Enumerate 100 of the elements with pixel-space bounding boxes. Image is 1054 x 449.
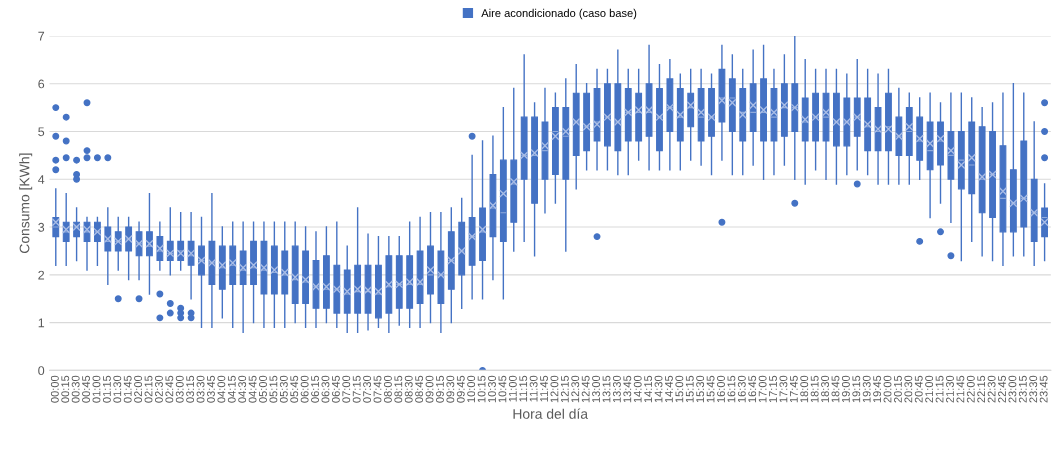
x-tick-label: 05:45: [290, 375, 299, 403]
x-tick-label: 00:30: [71, 375, 80, 403]
y-tick-label: 2: [38, 270, 45, 280]
x-tick-label: 09:15: [436, 375, 444, 403]
x-tick-label: 20:15: [893, 375, 902, 403]
x-tick-label: 20:30: [904, 375, 913, 403]
x-tick-label: 03:00: [175, 375, 184, 403]
y-axis-title: Consumo [KWh]: [19, 153, 33, 254]
x-tick-label: 20:00: [883, 375, 892, 403]
x-tick-label: 23:00: [1008, 375, 1017, 403]
x-tick-label: 13:30: [612, 375, 621, 403]
x-tick-label: 04:30: [238, 375, 247, 403]
x-tick-label: 02:15: [144, 375, 153, 403]
x-tick-label: 00:15: [61, 375, 70, 403]
x-tick-label: 21:30: [946, 375, 954, 403]
x-tick-label: 22:00: [966, 375, 975, 403]
y-tick-label: 5: [38, 127, 45, 137]
x-tick-label: 07:00: [342, 375, 351, 403]
x-tick-label: 02:45: [165, 375, 174, 403]
x-tick-label: 10:45: [498, 375, 507, 403]
x-tick-label: 16:15: [727, 375, 736, 403]
x-tick-label: 18:30: [821, 375, 829, 403]
x-tick-label: 02:00: [134, 375, 143, 403]
x-tick-label: 14:30: [654, 375, 663, 403]
x-tick-label: 02:30: [154, 375, 163, 403]
x-tick-label: 16:30: [737, 375, 746, 403]
x-tick-label: 20:45: [914, 375, 923, 403]
x-tick-label: 15:45: [706, 375, 715, 403]
x-axis-title: Hora del día: [513, 408, 589, 419]
x-tick-label: 18:00: [800, 375, 809, 403]
x-tick-label: 13:15: [602, 375, 611, 403]
x-tick-label: 19:15: [852, 375, 861, 403]
x-tick-label: 11:00: [508, 375, 517, 402]
x-tick-label: 11:30: [529, 375, 538, 402]
x-tick-label: 07:30: [363, 375, 372, 403]
x-tick-label: 12:15: [560, 375, 569, 403]
x-tick-label: 18:15: [810, 375, 819, 403]
x-tick-label: 10:30: [488, 375, 496, 403]
legend-label: Aire acondicionado (caso base): [481, 8, 637, 20]
x-tick-label: 08:45: [415, 375, 424, 403]
x-tick-label: 19:45: [873, 375, 882, 403]
y-tick-label: 0: [38, 366, 45, 376]
x-tick-label: 17:45: [790, 375, 798, 403]
y-tick-label: 6: [38, 79, 45, 89]
x-tick-label: 05:15: [269, 375, 278, 403]
x-tick-label: 06:30: [321, 375, 330, 403]
x-tick-label: 22:15: [977, 375, 986, 403]
x-tick-label: 05:00: [259, 375, 267, 403]
x-tick-label: 14:00: [633, 375, 642, 403]
x-tick-label: 05:30: [279, 375, 288, 403]
x-tick-label: 06:15: [311, 375, 319, 403]
y-tick-label: 7: [38, 31, 45, 41]
x-tick-label: 23:15: [1018, 375, 1027, 403]
x-tick-label: 07:45: [373, 375, 382, 403]
y-tick-label: 1: [38, 318, 45, 328]
x-tick-label: 04:00: [217, 375, 226, 403]
x-tick-label: 21:00: [925, 375, 934, 403]
y-tick-label: 4: [38, 175, 45, 184]
y-tick-label: 3: [38, 222, 45, 232]
x-tick-label: 03:30: [196, 375, 205, 403]
x-tick-label: 01:30: [113, 375, 122, 403]
x-tick-label: 10:00: [467, 375, 476, 403]
x-tick-label: 11:45: [540, 375, 548, 402]
x-tick-label: 06:00: [300, 375, 309, 403]
x-tick-label: 22:45: [998, 375, 1006, 403]
x-tick-label: 09:30: [446, 375, 455, 403]
x-tick-label: 13:00: [592, 375, 601, 403]
x-tick-label: 17:30: [779, 375, 788, 403]
x-tick-label: 09:45: [456, 375, 465, 403]
x-tick-label: 08:30: [404, 375, 413, 403]
x-tick-label: 00:45: [82, 375, 90, 403]
x-tick-label: 15:00: [675, 375, 684, 403]
x-tick-label: 03:45: [207, 375, 215, 403]
x-tick-label: 04:45: [248, 375, 257, 403]
x-tick-label: 16:45: [748, 375, 757, 403]
x-tick-label: 16:00: [717, 375, 725, 403]
x-tick-label: 12:45: [581, 375, 590, 403]
x-tick-label: 15:15: [685, 375, 694, 403]
x-tick-label: 19:30: [862, 375, 871, 403]
x-tick-label: 08:00: [383, 375, 392, 403]
x-tick-label: 09:00: [425, 375, 434, 403]
x-tick-label: 12:00: [550, 375, 559, 403]
x-tick-label: 14:45: [665, 375, 673, 403]
x-tick-label: 14:15: [644, 375, 653, 403]
x-tick-label: 06:45: [331, 375, 340, 403]
x-tick-label: 04:15: [227, 375, 236, 403]
x-tick-label: 17:00: [758, 375, 767, 403]
x-tick-label: 10:15: [477, 375, 486, 403]
x-tick-label: 21:15: [935, 375, 944, 403]
x-tick-label: 01:00: [92, 375, 101, 403]
x-tick-label: 19:00: [841, 375, 850, 403]
x-tick-label: 07:15: [352, 375, 361, 403]
x-tick-label: 13:45: [623, 375, 632, 403]
x-tick-label: 08:15: [394, 375, 403, 403]
x-tick-label: 01:45: [123, 375, 132, 403]
x-tick-label: 18:45: [831, 375, 840, 403]
x-tick-label: 23:45: [1039, 375, 1048, 403]
x-tick-label: 22:30: [987, 375, 996, 403]
x-tick-label: 11:15: [519, 375, 528, 402]
x-tick-label: 23:30: [1029, 375, 1038, 403]
